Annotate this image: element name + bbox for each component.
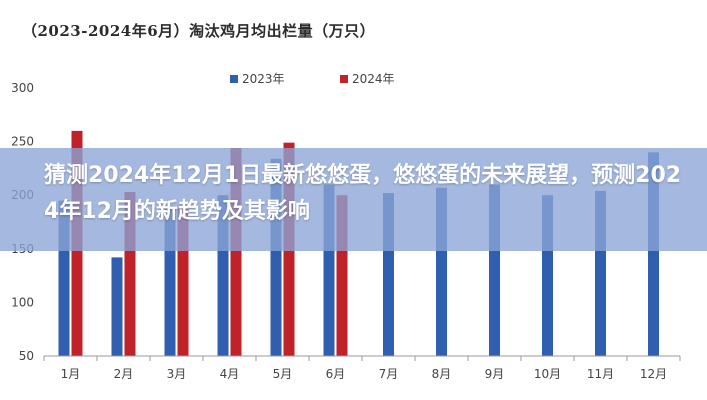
x-axis: 1月 2月 3月 4月 5月 6月 7月 8月 9月 10月 11月 12月 [43,355,681,381]
bar-2023-10 [542,195,553,356]
x-tick-label: 9月 [485,367,505,381]
y-tick-label: 50 [19,349,34,363]
y-tick-label: 250 [11,135,34,149]
x-tick-label: 8月 [432,367,452,381]
legend-label-0: 2023年 [242,72,285,86]
headline-text: 猜测2024年12月1日最新悠悠蛋，悠悠蛋的未来展望，预测2024年12月的新趋… [44,163,682,224]
y-tick-label: 300 [11,81,34,95]
bar-2024-3 [177,205,189,356]
x-tick-label: 1月 [61,367,81,381]
bar-2023-2 [111,257,123,356]
legend-swatch-0 [230,75,238,83]
bar-2024-2 [124,191,136,356]
bar-2024-6 [336,195,348,356]
bar-2023-6 [323,184,335,356]
bar-2024-4 [230,148,242,356]
x-tick-label: 4月 [220,367,240,381]
legend-swatch-1 [340,75,348,83]
bar-2023-11 [595,190,606,356]
x-tick-label: 3月 [167,367,187,381]
bar-2023-4 [217,195,229,356]
chart-title: （2023-2024年6月）淘汰鸡月均出栏量（万只） [22,22,376,40]
bar-2023-7 [383,193,394,356]
bar-2023-12 [648,152,659,356]
legend-label-1: 2024年 [352,72,395,86]
x-tick-label: 10月 [534,367,561,381]
bar-2023-3 [164,205,176,356]
bar-2023-5 [270,158,282,356]
x-tick-label: 11月 [587,367,614,381]
x-tick-label: 2月 [114,367,134,381]
bar-2023-8 [436,187,447,356]
x-tick-label: 7月 [379,367,399,381]
bar-2023-1 [58,200,70,356]
x-tick-label: 5月 [273,367,293,381]
x-tick-label: 6月 [326,367,346,381]
y-tick-label: 100 [11,295,34,309]
legend: 2023年 2024年 [230,72,395,86]
bar-2023-9 [489,184,500,356]
headline-banner: 猜测2024年12月1日最新悠悠蛋，悠悠蛋的未来展望，预测2024年12月的新趋… [0,148,707,251]
x-tick-label: 12月 [640,367,667,381]
